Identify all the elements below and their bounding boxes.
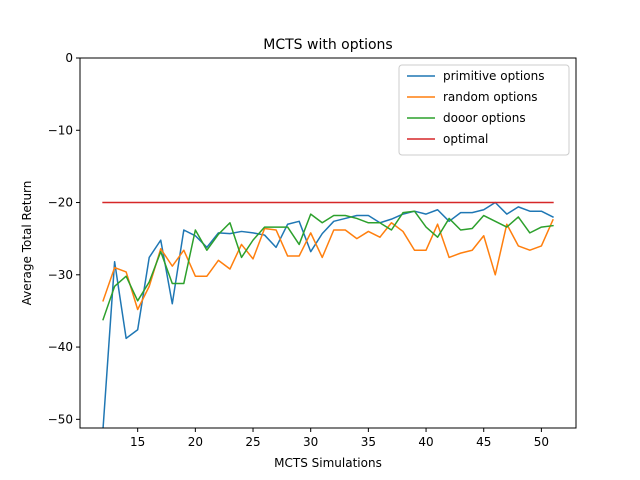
- legend-label-1: random options: [443, 90, 538, 104]
- chart-title: MCTS with options: [263, 37, 392, 53]
- x-tick-label: 35: [361, 435, 376, 449]
- x-axis-label: MCTS Simulations: [274, 456, 382, 470]
- y-tick-label: −20: [48, 196, 73, 210]
- legend-label-2: dooor options: [443, 111, 526, 125]
- x-tick-label: 50: [534, 435, 549, 449]
- x-tick-label: 45: [476, 435, 491, 449]
- y-axis: 0 −10 −20 −30 −40 −50: [48, 51, 80, 426]
- plot-series-group: [102, 201, 554, 428]
- legend-box: [398, 64, 570, 156]
- y-tick-label: −10: [48, 123, 73, 137]
- x-tick-label: 25: [245, 435, 260, 449]
- plot-frame: [79, 57, 577, 429]
- legend: primitive options random options dooor opt…: [398, 64, 570, 156]
- series-line-1: [102, 218, 554, 311]
- y-tick-label: −40: [48, 340, 73, 354]
- y-tick-label: 0: [65, 51, 73, 65]
- x-tick-label: 15: [130, 435, 145, 449]
- legend-label-3: optimal: [443, 132, 488, 146]
- x-tick-label: 40: [418, 435, 433, 449]
- x-tick-label: 20: [188, 435, 203, 449]
- series-line-0: [102, 201, 554, 428]
- y-tick-label: −30: [48, 268, 73, 282]
- series-line-2: [102, 210, 554, 321]
- y-tick-label: −50: [48, 412, 73, 426]
- legend-label-0: primitive options: [443, 69, 544, 83]
- x-tick-label: 30: [303, 435, 318, 449]
- x-axis: 15 20 25 30 35 40 45 50: [130, 428, 549, 449]
- y-axis-label: Average Total Return: [20, 181, 34, 306]
